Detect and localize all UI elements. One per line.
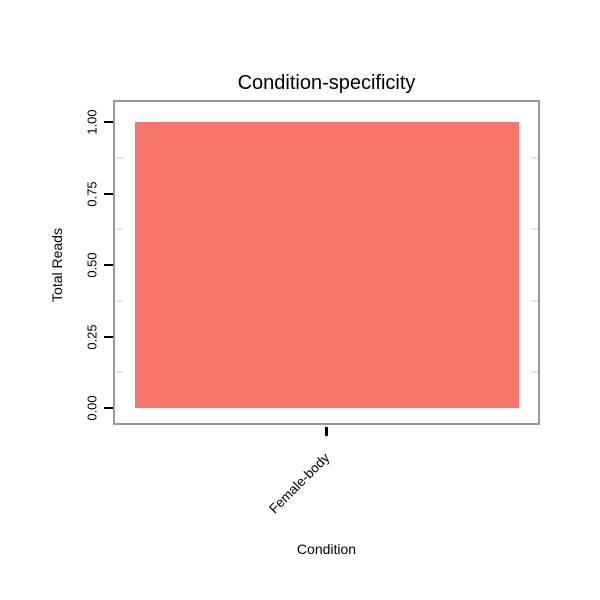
- y-tick-label: 0.25: [84, 323, 100, 350]
- y-tick-label: 0.50: [84, 252, 100, 278]
- y-tick-mark: [104, 335, 113, 338]
- y-minor-tick: [531, 299, 538, 302]
- y-tick-mark: [104, 192, 113, 195]
- y-tick-label: 0.75: [84, 180, 100, 207]
- x-tick-label: Female-body: [266, 450, 333, 517]
- y-minor-tick: [531, 156, 538, 159]
- y-minor-tick: [531, 228, 538, 231]
- y-axis-title: Total Reads: [49, 228, 65, 302]
- y-tick-label: 1.00: [84, 109, 100, 135]
- y-minor-tick: [531, 371, 538, 374]
- y-minor-tick: [116, 228, 123, 231]
- bar-female-body: [135, 122, 519, 408]
- x-tick-mark: [325, 427, 328, 436]
- chart-title: Condition-specificity: [237, 72, 416, 94]
- x-axis-title: Condition: [296, 541, 357, 557]
- y-tick-mark: [104, 264, 113, 266]
- y-minor-tick: [116, 156, 123, 159]
- y-tick-label: 0.00: [84, 395, 100, 421]
- y-tick-mark: [104, 407, 113, 409]
- y-tick-mark: [104, 121, 113, 123]
- y-minor-tick: [116, 299, 123, 302]
- y-minor-tick: [116, 371, 123, 374]
